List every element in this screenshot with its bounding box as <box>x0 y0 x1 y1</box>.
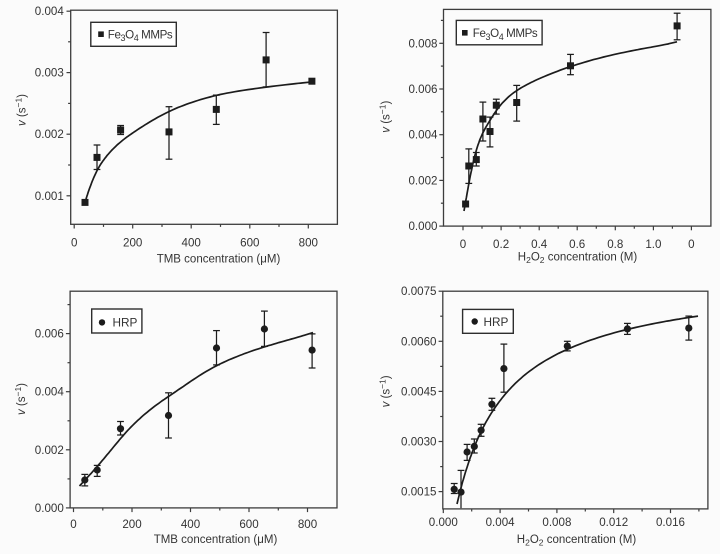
svg-text:0.012: 0.012 <box>599 516 628 529</box>
svg-text:0.000: 0.000 <box>408 220 437 233</box>
svg-text:H2O2 concentration (M): H2O2 concentration (M) <box>518 252 638 265</box>
svg-text:HRP: HRP <box>113 316 138 330</box>
svg-text:800: 800 <box>299 237 318 250</box>
svg-text:0.0045: 0.0045 <box>401 385 436 398</box>
svg-text:1.0: 1.0 <box>645 238 661 251</box>
svg-text:0: 0 <box>70 518 76 531</box>
svg-text:H2O2 concentration (M): H2O2 concentration (M) <box>517 534 637 547</box>
svg-text:TMB concentration (μM): TMB concentration (μM) <box>157 254 281 266</box>
svg-text:0.0060: 0.0060 <box>401 335 436 348</box>
svg-text:0.000: 0.000 <box>429 516 458 529</box>
svg-text:v (s−1): v (s−1) <box>377 375 392 407</box>
svg-text:0: 0 <box>71 237 77 250</box>
svg-text:0.2: 0.2 <box>493 238 509 251</box>
svg-text:0: 0 <box>460 238 466 251</box>
svg-text:0.0030: 0.0030 <box>401 436 436 449</box>
svg-text:600: 600 <box>239 518 258 531</box>
svg-text:0.004: 0.004 <box>35 386 65 399</box>
svg-text:v (s−1): v (s−1) <box>14 94 29 126</box>
svg-text:400: 400 <box>182 237 201 250</box>
svg-text:0.002: 0.002 <box>408 174 437 187</box>
svg-text:600: 600 <box>240 237 259 250</box>
svg-text:0.016: 0.016 <box>656 516 685 529</box>
svg-text:400: 400 <box>181 518 200 531</box>
svg-text:0.6: 0.6 <box>569 238 585 251</box>
svg-text:0.004: 0.004 <box>486 516 516 529</box>
svg-text:0.4: 0.4 <box>531 238 548 251</box>
svg-text:0.003: 0.003 <box>35 67 64 80</box>
svg-text:0.008: 0.008 <box>542 516 571 529</box>
svg-text:Fe3O4 MMPs: Fe3O4 MMPs <box>108 29 173 44</box>
svg-text:0.002: 0.002 <box>35 128 64 141</box>
svg-text:0.0075: 0.0075 <box>401 285 436 298</box>
svg-text:0.0015: 0.0015 <box>401 486 436 499</box>
svg-text:0.008: 0.008 <box>408 37 437 50</box>
svg-text:800: 800 <box>298 518 317 531</box>
svg-text:0.001: 0.001 <box>35 190 64 203</box>
svg-text:200: 200 <box>122 518 141 531</box>
svg-text:v (s−1): v (s−1) <box>378 101 393 133</box>
svg-text:200: 200 <box>123 237 142 250</box>
svg-text:0.004: 0.004 <box>35 5 65 18</box>
svg-text:TMB concentration (μM): TMB concentration (μM) <box>154 534 278 546</box>
svg-text:0.006: 0.006 <box>408 83 437 96</box>
svg-text:Fe3O4 MMPs: Fe3O4 MMPs <box>473 27 538 42</box>
svg-text:0.000: 0.000 <box>35 502 64 515</box>
svg-text:v (s−1): v (s−1) <box>13 383 28 415</box>
svg-text:0.006: 0.006 <box>35 328 64 341</box>
svg-text:0: 0 <box>688 238 694 251</box>
svg-text:HRP: HRP <box>484 315 509 329</box>
svg-text:0.8: 0.8 <box>607 238 623 251</box>
svg-text:0.002: 0.002 <box>35 444 64 457</box>
svg-text:0.004: 0.004 <box>408 129 438 142</box>
